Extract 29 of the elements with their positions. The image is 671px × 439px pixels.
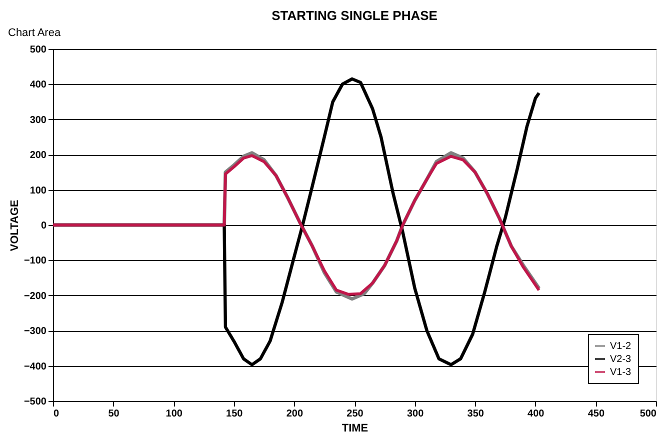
- y-tick-label: −100: [24, 256, 47, 267]
- y-tick-label: 300: [30, 114, 47, 126]
- x-tick-label: 200: [286, 408, 304, 420]
- y-tick-label: 500: [30, 44, 47, 56]
- y-tick-label: 200: [30, 150, 47, 162]
- y-tick-label: −400: [24, 361, 47, 372]
- y-tick-label: −500: [24, 396, 47, 408]
- text: Chart Area: [8, 27, 62, 39]
- legend-label: V1-3: [610, 367, 632, 378]
- x-tick-label: 350: [467, 408, 484, 420]
- x-tick-label: 100: [166, 408, 183, 420]
- y-tick-label: −200: [24, 290, 47, 302]
- y-tick-label: 400: [30, 80, 47, 91]
- legend-label: V1-2: [610, 341, 632, 352]
- y-tick-label: 0: [40, 220, 47, 232]
- x-tick-label: 450: [588, 408, 605, 420]
- chart-title: STARTING SINGLE PHASE: [272, 8, 438, 23]
- x-tick-label: 50: [108, 408, 120, 420]
- x-tick-label: 250: [346, 408, 364, 420]
- x-tick-label: 0: [54, 408, 60, 420]
- y-axis-title: VOLTAGE: [8, 200, 21, 252]
- x-tick-label: 400: [528, 408, 545, 420]
- x-tick-label: 500: [640, 408, 657, 420]
- y-tick-label: −300: [24, 326, 47, 338]
- x-axis-title: TIME: [342, 422, 368, 434]
- x-tick-label: 150: [226, 408, 244, 420]
- x-tick-label: 300: [406, 408, 424, 420]
- legend-label: V2-3: [610, 354, 632, 365]
- y-tick-label: 100: [30, 185, 47, 196]
